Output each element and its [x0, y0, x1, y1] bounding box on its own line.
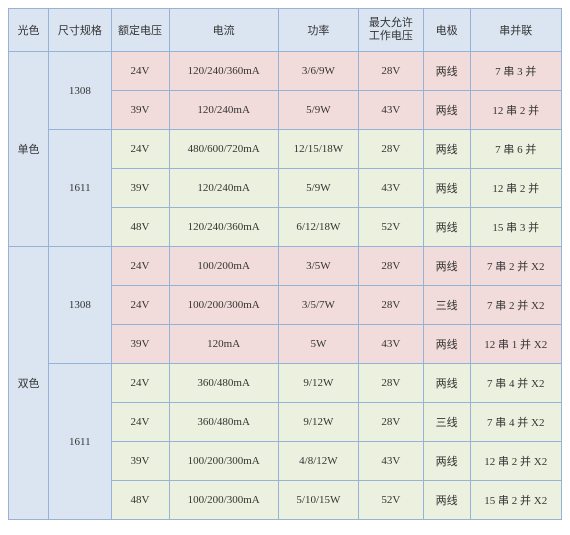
cell-rated-voltage: 48V	[111, 208, 169, 247]
cell-electrode: 两线	[423, 52, 470, 91]
cell-power: 3/5W	[278, 247, 358, 286]
cell-electrode: 两线	[423, 481, 470, 520]
cell-max-voltage: 28V	[359, 52, 424, 91]
hdr-electrode: 电极	[423, 9, 470, 52]
cell-max-voltage: 28V	[359, 403, 424, 442]
cell-power: 5/9W	[278, 169, 358, 208]
cell-max-voltage: 28V	[359, 130, 424, 169]
cell-current: 120/240mA	[169, 169, 278, 208]
cell-electrode: 两线	[423, 442, 470, 481]
cell-current: 100/200mA	[169, 247, 278, 286]
cell-electrode: 两线	[423, 208, 470, 247]
cell-power: 6/12/18W	[278, 208, 358, 247]
cell-current: 100/200/300mA	[169, 286, 278, 325]
cell-size: 1611	[49, 130, 111, 247]
cell-max-voltage: 43V	[359, 169, 424, 208]
cell-current: 360/480mA	[169, 364, 278, 403]
cell-power: 3/5/7W	[278, 286, 358, 325]
cell-current: 120/240mA	[169, 91, 278, 130]
table-body: 单色130824V120/240/360mA3/6/9W28V两线7 串 3 并…	[9, 52, 562, 520]
cell-max-voltage: 52V	[359, 208, 424, 247]
cell-power: 9/12W	[278, 403, 358, 442]
hdr-power: 功率	[278, 9, 358, 52]
cell-electrode: 两线	[423, 130, 470, 169]
cell-power: 4/8/12W	[278, 442, 358, 481]
cell-series-parallel: 15 串 3 并	[470, 208, 562, 247]
cell-current: 480/600/720mA	[169, 130, 278, 169]
cell-size: 1308	[49, 52, 111, 130]
cell-series-parallel: 7 串 6 并	[470, 130, 562, 169]
cell-rated-voltage: 24V	[111, 364, 169, 403]
table-row: 双色130824V100/200mA3/5W28V两线7 串 2 并 X2	[9, 247, 562, 286]
cell-series-parallel: 7 串 2 并 X2	[470, 286, 562, 325]
spec-table: 光色 尺寸规格 额定电压 电流 功率 最大允许 工作电压 电极 串并联 单色13…	[8, 8, 562, 520]
hdr-current: 电流	[169, 9, 278, 52]
cell-series-parallel: 7 串 3 并	[470, 52, 562, 91]
cell-rated-voltage: 39V	[111, 325, 169, 364]
cell-max-voltage: 28V	[359, 247, 424, 286]
hdr-light-color: 光色	[9, 9, 49, 52]
cell-electrode: 两线	[423, 325, 470, 364]
cell-series-parallel: 7 串 4 并 X2	[470, 364, 562, 403]
cell-max-voltage: 43V	[359, 442, 424, 481]
table-header-row: 光色 尺寸规格 额定电压 电流 功率 最大允许 工作电压 电极 串并联	[9, 9, 562, 52]
cell-current: 120mA	[169, 325, 278, 364]
cell-max-voltage: 28V	[359, 286, 424, 325]
cell-power: 9/12W	[278, 364, 358, 403]
cell-series-parallel: 7 串 4 并 X2	[470, 403, 562, 442]
hdr-max-voltage: 最大允许 工作电压	[359, 9, 424, 52]
cell-series-parallel: 12 串 2 并 X2	[470, 442, 562, 481]
cell-power: 12/15/18W	[278, 130, 358, 169]
cell-rated-voltage: 24V	[111, 52, 169, 91]
cell-rated-voltage: 24V	[111, 130, 169, 169]
cell-electrode: 两线	[423, 247, 470, 286]
hdr-max-voltage-l2: 工作电压	[369, 30, 413, 42]
cell-power: 5/10/15W	[278, 481, 358, 520]
cell-current: 120/240/360mA	[169, 208, 278, 247]
cell-size: 1611	[49, 364, 111, 520]
cell-electrode: 两线	[423, 364, 470, 403]
cell-rated-voltage: 24V	[111, 247, 169, 286]
cell-max-voltage: 52V	[359, 481, 424, 520]
cell-size: 1308	[49, 247, 111, 364]
cell-rated-voltage: 48V	[111, 481, 169, 520]
cell-series-parallel: 12 串 2 并	[470, 169, 562, 208]
table-row: 161124V360/480mA9/12W28V两线7 串 4 并 X2	[9, 364, 562, 403]
hdr-rated-voltage: 额定电压	[111, 9, 169, 52]
cell-power: 5W	[278, 325, 358, 364]
cell-rated-voltage: 24V	[111, 286, 169, 325]
cell-electrode: 三线	[423, 403, 470, 442]
hdr-size: 尺寸规格	[49, 9, 111, 52]
cell-current: 100/200/300mA	[169, 442, 278, 481]
cell-light-color: 单色	[9, 52, 49, 247]
table-row: 161124V480/600/720mA12/15/18W28V两线7 串 6 …	[9, 130, 562, 169]
cell-rated-voltage: 39V	[111, 442, 169, 481]
cell-power: 3/6/9W	[278, 52, 358, 91]
cell-electrode: 三线	[423, 286, 470, 325]
cell-series-parallel: 15 串 2 并 X2	[470, 481, 562, 520]
cell-light-color: 双色	[9, 247, 49, 520]
cell-series-parallel: 12 串 2 并	[470, 91, 562, 130]
hdr-max-voltage-l1: 最大允许	[369, 17, 413, 29]
cell-max-voltage: 43V	[359, 325, 424, 364]
cell-max-voltage: 43V	[359, 91, 424, 130]
cell-current: 360/480mA	[169, 403, 278, 442]
cell-rated-voltage: 39V	[111, 169, 169, 208]
cell-rated-voltage: 39V	[111, 91, 169, 130]
cell-current: 100/200/300mA	[169, 481, 278, 520]
cell-electrode: 两线	[423, 91, 470, 130]
cell-power: 5/9W	[278, 91, 358, 130]
cell-max-voltage: 28V	[359, 364, 424, 403]
cell-electrode: 两线	[423, 169, 470, 208]
cell-current: 120/240/360mA	[169, 52, 278, 91]
table-row: 单色130824V120/240/360mA3/6/9W28V两线7 串 3 并	[9, 52, 562, 91]
cell-series-parallel: 12 串 1 并 X2	[470, 325, 562, 364]
cell-rated-voltage: 24V	[111, 403, 169, 442]
cell-series-parallel: 7 串 2 并 X2	[470, 247, 562, 286]
hdr-series-parallel: 串并联	[470, 9, 562, 52]
